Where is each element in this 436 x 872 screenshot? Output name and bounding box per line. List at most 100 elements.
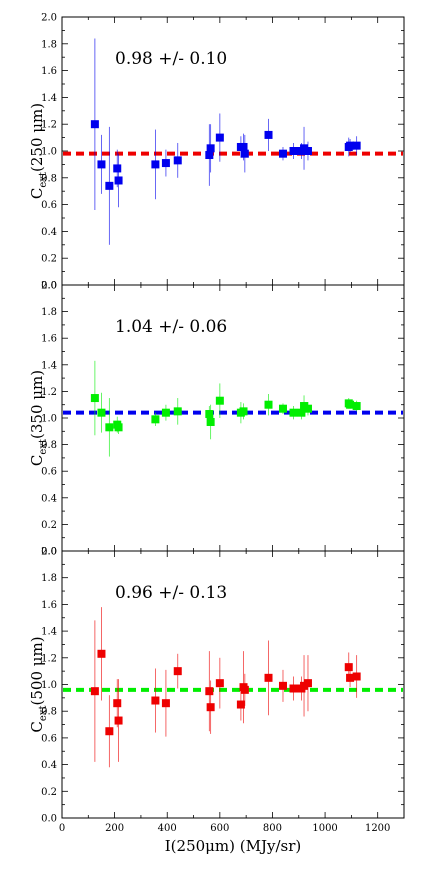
data-point — [114, 423, 123, 432]
data-point — [346, 141, 355, 150]
data-point — [90, 394, 99, 403]
plot-frame — [61, 16, 405, 286]
data-point — [215, 133, 224, 142]
data-point — [278, 404, 287, 413]
data-point — [173, 667, 182, 676]
data-point — [264, 400, 273, 409]
data-point — [206, 417, 215, 426]
y-tick-label: 1.6 — [41, 600, 57, 611]
y-tick-label: 0.8 — [41, 707, 57, 718]
x-tick-label: 1200 — [365, 823, 390, 834]
data-point — [344, 663, 353, 672]
data-point — [105, 181, 114, 190]
y-tick-label: 0.0 — [41, 814, 57, 825]
data-point — [297, 408, 306, 417]
data-point — [205, 410, 214, 419]
data-point — [151, 696, 160, 705]
x-tick-label: 400 — [158, 823, 177, 834]
fit-annotation: 0.98 +/- 0.10 — [115, 49, 227, 69]
data-point — [113, 699, 122, 708]
data-point — [352, 672, 361, 681]
x-tick-label: 0 — [59, 823, 65, 834]
data-point — [239, 142, 248, 151]
data-point — [173, 156, 182, 165]
y-axis-label: Cext(250 μm) — [28, 103, 49, 199]
data-point — [105, 423, 114, 432]
data-point — [173, 407, 182, 416]
data-point — [289, 684, 298, 693]
data-point — [346, 400, 355, 409]
y-tick-label: 0.0 — [41, 547, 57, 558]
y-tick-label: 2.0 — [41, 281, 57, 292]
y-tick-label: 1.6 — [41, 66, 57, 77]
y-tick-label: 1.2 — [41, 653, 57, 664]
y-tick-label: 0.6 — [41, 733, 57, 744]
data-point — [151, 415, 160, 424]
y-tick-label: 0.2 — [41, 787, 57, 798]
data-point — [206, 144, 215, 153]
data-point — [205, 151, 214, 160]
data-point — [289, 147, 298, 155]
data-point — [289, 408, 298, 417]
data-point — [113, 164, 122, 173]
y-axis-label: Cext(500 μm) — [28, 636, 49, 732]
y-tick-label: 0.4 — [41, 227, 57, 238]
y-tick-label: 1.4 — [41, 627, 57, 638]
y-tick-label: 1.8 — [41, 307, 57, 318]
data-point — [240, 149, 249, 158]
y-tick-label: 1.8 — [41, 573, 57, 584]
data-point — [114, 176, 123, 185]
data-point — [97, 408, 106, 417]
data-point — [105, 727, 114, 736]
plot-frame — [61, 284, 405, 552]
plot-frame — [61, 550, 405, 819]
data-point — [236, 700, 245, 709]
data-point — [206, 703, 215, 712]
data-point — [114, 716, 123, 725]
y-tick-label: 0.2 — [41, 254, 57, 265]
y-tick-label: 1.2 — [41, 387, 57, 398]
y-tick-label: 1.6 — [41, 334, 57, 345]
y-tick-label: 1.2 — [41, 120, 57, 131]
y-tick-label: 2.0 — [41, 547, 57, 558]
data-point — [352, 402, 361, 411]
data-point — [151, 160, 160, 169]
data-point — [161, 159, 170, 168]
x-tick-label: 1000 — [312, 823, 337, 834]
y-tick-label: 1.4 — [41, 360, 57, 371]
chart-panel-3: 0.0 0.2 0.4 0.6 0.8 1.0 1.2 1.4 1.6 1.8 2.0 0 200 400… — [28, 547, 405, 855]
data-point — [346, 673, 355, 682]
y-tick-label: 1.0 — [41, 680, 57, 691]
data-point — [239, 407, 248, 416]
y-tick-label: 0.0 — [41, 281, 57, 292]
x-axis-label: I(250μm) (MJy/sr) — [165, 837, 301, 855]
data-point — [303, 679, 312, 688]
y-tick-label: 0.4 — [41, 493, 57, 504]
y-axis-label: Cext(350 μm) — [28, 370, 49, 466]
data-point — [161, 408, 170, 417]
y-tick-label: 1.0 — [41, 414, 57, 425]
data-point — [264, 673, 273, 682]
x-tick-label: 800 — [263, 823, 282, 834]
y-tick-label: 0.8 — [41, 440, 57, 451]
data-point — [352, 141, 361, 150]
data-point — [264, 130, 273, 139]
y-tick-label: 2.0 — [41, 13, 57, 24]
data-point — [97, 649, 106, 658]
x-tick-label: 200 — [105, 823, 124, 834]
y-tick-label: 1.0 — [41, 147, 57, 158]
y-tick-label: 0.6 — [41, 467, 57, 478]
data-point — [90, 687, 99, 696]
y-tick-label: 1.4 — [41, 93, 57, 104]
chart-panel-2: 0.0 0.2 0.4 0.6 0.8 1.0 1.2 1.4 1.6 1.8 2.0 Cext(35… — [28, 281, 405, 558]
chart-panel-1: 0.0 0.2 0.4 0.6 0.8 1.0 1.2 1.4 1.6 1.8 2.0 Cext(25… — [28, 13, 405, 292]
y-tick-label: 0.8 — [41, 173, 57, 184]
data-point — [303, 404, 312, 413]
fit-annotation: 1.04 +/- 0.06 — [115, 317, 227, 337]
y-tick-label: 0.4 — [41, 760, 57, 771]
y-tick-label: 0.6 — [41, 200, 57, 211]
data-point — [303, 147, 312, 155]
data-point — [97, 160, 106, 169]
data-point — [161, 699, 170, 708]
